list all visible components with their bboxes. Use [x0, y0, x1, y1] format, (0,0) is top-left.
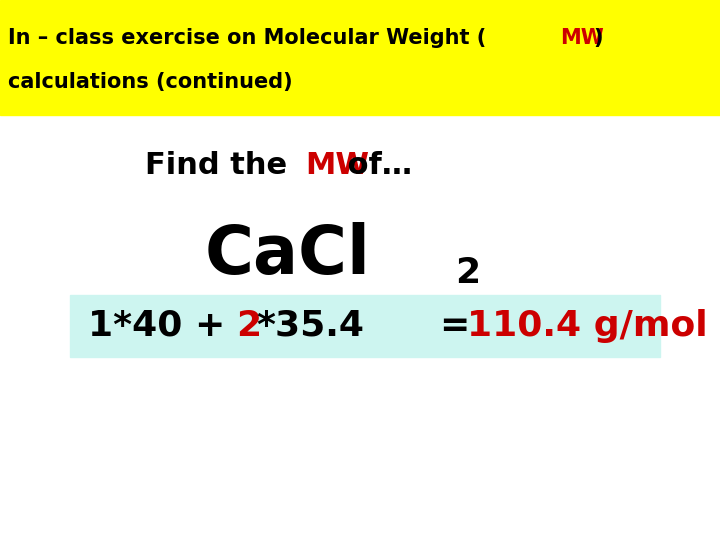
Text: 2: 2 — [236, 309, 261, 343]
Text: 2: 2 — [455, 256, 480, 290]
Text: CaCl: CaCl — [205, 222, 371, 288]
Text: Find the: Find the — [145, 151, 298, 179]
Text: calculations (continued): calculations (continued) — [8, 72, 292, 92]
Text: 1*40 +: 1*40 + — [88, 309, 238, 343]
Text: of…: of… — [337, 151, 412, 179]
Text: 110.4 g/mol: 110.4 g/mol — [467, 309, 708, 343]
Text: MW: MW — [560, 28, 604, 48]
Text: *35.4: *35.4 — [256, 309, 364, 343]
Text: In – class exercise on Molecular Weight (: In – class exercise on Molecular Weight … — [8, 28, 486, 48]
Bar — [0, 0, 720, 115]
Text: ): ) — [593, 28, 603, 48]
Bar — [70, 295, 660, 357]
Text: =: = — [440, 309, 483, 343]
Text: MW: MW — [305, 151, 369, 179]
